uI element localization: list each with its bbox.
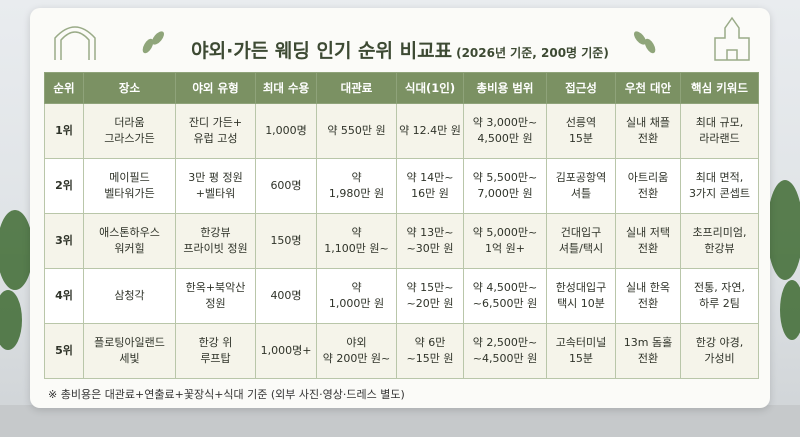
table-cell: 실내 한옥 전환 xyxy=(615,268,681,324)
table-cell: 400명 xyxy=(255,268,317,324)
table-cell: 2위 xyxy=(44,158,84,214)
column-header: 접근성 xyxy=(546,72,616,104)
table-cell: 1,000명+ xyxy=(255,323,317,379)
table-cell: 아트리움 전환 xyxy=(615,158,681,214)
card: 야외·가든 웨딩 인기 순위 비교표 (2026년 기준, 200명 기준) 순위… xyxy=(30,8,770,408)
column-header: 총비용 범위 xyxy=(463,72,547,104)
table-cell: 최대 규모, 라라랜드 xyxy=(680,103,759,159)
table-cell: 4위 xyxy=(44,268,84,324)
table-cell: 5위 xyxy=(44,323,84,379)
table-cell: 메이필드 벨타워가든 xyxy=(83,158,176,214)
table-cell: 약 3,000만~ 4,500만 원 xyxy=(463,103,547,159)
table-cell: 한강뷰 프라이빗 정원 xyxy=(175,213,256,269)
decoration xyxy=(54,16,750,61)
table-cell: 김포공항역 셔틀 xyxy=(546,158,616,214)
table-cell: 약 1,000만 원 xyxy=(316,268,397,324)
table-cell: 1위 xyxy=(44,103,84,159)
table-cell: 전통, 자연, 하루 2팀 xyxy=(680,268,759,324)
table-cell: 고속터미널 15분 xyxy=(546,323,616,379)
table-cell: 야외 약 200만 원~ xyxy=(316,323,397,379)
table-cell: 한강 야경, 가성비 xyxy=(680,323,759,379)
table-cell: 플로팅아일랜드 세빛 xyxy=(83,323,176,379)
footnote: ※ 총비용은 대관료+연출료+꽃장식+식대 기준 (외부 사진·영상·드레스 별… xyxy=(48,388,405,401)
table-cell: 한성대입구 택시 10분 xyxy=(546,268,616,324)
table-cell: 약 2,500만~ ~4,500만 원 xyxy=(463,323,547,379)
column-header: 장소 xyxy=(83,72,176,104)
table-cell: 약 4,500만~ ~6,500만 원 xyxy=(463,268,547,324)
column-header: 핵심 키워드 xyxy=(680,72,759,104)
title: 야외·가든 웨딩 인기 순위 비교표 xyxy=(191,40,453,62)
table-cell: 최대 면적, 3가지 콘셉트 xyxy=(680,158,759,214)
table-cell: 실내 저택 전환 xyxy=(615,213,681,269)
column-header: 식대(1인) xyxy=(396,72,464,104)
table-cell: 150명 xyxy=(255,213,317,269)
column-header: 순위 xyxy=(44,72,84,104)
table-cell: 1,000명 xyxy=(255,103,317,159)
table-cell: 600명 xyxy=(255,158,317,214)
subtitle: (2026년 기준, 200명 기준) xyxy=(456,46,609,60)
table-cell: 3위 xyxy=(44,213,84,269)
column-header: 대관료 xyxy=(316,72,397,104)
title-block: 야외·가든 웨딩 인기 순위 비교표 (2026년 기준, 200명 기준) xyxy=(30,36,770,63)
column-header: 야외 유형 xyxy=(175,72,256,104)
table-cell: 약 1,100만 원~ xyxy=(316,213,397,269)
table-cell: 약 1,980만 원 xyxy=(316,158,397,214)
table-cell: 약 6만 ~15만 원 xyxy=(396,323,464,379)
table-cell: 약 15만~ ~20만 원 xyxy=(396,268,464,324)
table-cell: 초프리미엄, 한강뷰 xyxy=(680,213,759,269)
column-header: 최대 수용 xyxy=(255,72,317,104)
table-cell: 약 5,000만~ 1억 원+ xyxy=(463,213,547,269)
table-cell: 선릉역 15분 xyxy=(546,103,616,159)
table-cell: 건대입구 셔틀/택시 xyxy=(546,213,616,269)
table-row: 3위 애스톤하우스 워커힐 한강뷰 프라이빗 정원 150명 약 1,100만 원~ 약 … xyxy=(44,213,759,269)
table-cell: 한강 위 루프탑 xyxy=(175,323,256,379)
table-cell: 잔디 가든+ 유럽 고성 xyxy=(175,103,256,159)
column-header: 우천 대안 xyxy=(615,72,681,104)
table-cell: 약 550만 원 xyxy=(316,103,397,159)
table-cell: 3만 평 정원 +벨타워 xyxy=(175,158,256,214)
header-row: 순위 장소 야외 유형 최대 수용 대관료 식대(1인) 총비용 범위 접근성 우천 대안 핵심 … xyxy=(44,72,759,104)
table-cell: 한옥+북악산 정원 xyxy=(175,268,256,324)
table-cell: 약 13만~ ~30만 원 xyxy=(396,213,464,269)
table-cell: 애스톤하우스 워커힐 xyxy=(83,213,176,269)
table-row: 5위 플로팅아일랜드 세빛 한강 위 루프탑 1,000명+ 야외 약 200만 원~ 약… xyxy=(44,323,759,379)
table-cell: 약 12.4만 원 xyxy=(396,103,464,159)
table-cell: 13m 돔홀 전환 xyxy=(615,323,681,379)
table-cell: 약 5,500만~ 7,000만 원 xyxy=(463,158,547,214)
table-cell: 더라움 그라스가든 xyxy=(83,103,176,159)
table-cell: 실내 채플 전환 xyxy=(615,103,681,159)
table-cell: 약 14만~ 16만 원 xyxy=(396,158,464,214)
table-cell: 삼청각 xyxy=(83,268,176,324)
comparison-table: 순위 장소 야외 유형 최대 수용 대관료 식대(1인) 총비용 범위 접근성 우천 대안 핵심 … xyxy=(44,72,759,379)
